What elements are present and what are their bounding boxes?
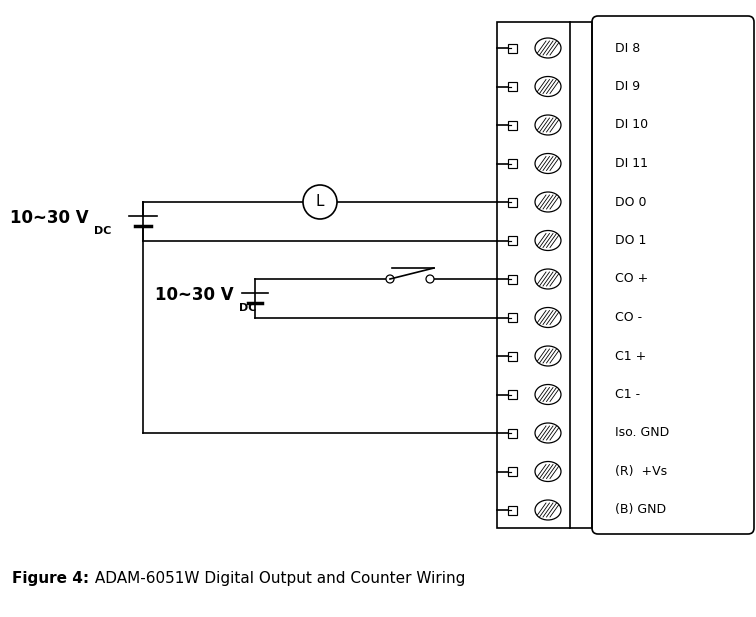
- Text: DI 9: DI 9: [615, 80, 640, 93]
- Ellipse shape: [535, 38, 561, 58]
- Text: 10~30 V: 10~30 V: [10, 209, 88, 227]
- Text: 10~30 V: 10~30 V: [155, 286, 234, 304]
- Ellipse shape: [535, 192, 561, 212]
- Ellipse shape: [535, 423, 561, 443]
- Ellipse shape: [535, 384, 561, 405]
- Text: DC: DC: [239, 303, 256, 313]
- Text: DI 8: DI 8: [615, 41, 640, 54]
- Ellipse shape: [535, 462, 561, 481]
- Text: DI 10: DI 10: [615, 118, 648, 131]
- Text: L: L: [316, 194, 324, 210]
- Ellipse shape: [535, 115, 561, 135]
- Circle shape: [303, 185, 337, 219]
- Text: (R)  +Vs: (R) +Vs: [615, 465, 667, 478]
- Text: CO +: CO +: [615, 273, 648, 286]
- Text: (B) GND: (B) GND: [615, 503, 666, 516]
- Ellipse shape: [535, 77, 561, 96]
- Text: ADAM-6051W Digital Output and Counter Wiring: ADAM-6051W Digital Output and Counter Wi…: [90, 571, 466, 586]
- Text: DO 0: DO 0: [615, 196, 646, 209]
- Ellipse shape: [535, 500, 561, 520]
- Ellipse shape: [535, 154, 561, 173]
- Text: C1 +: C1 +: [615, 349, 646, 363]
- Text: Iso. GND: Iso. GND: [615, 426, 669, 439]
- Text: DO 1: DO 1: [615, 234, 646, 247]
- Circle shape: [426, 275, 434, 283]
- Ellipse shape: [535, 269, 561, 289]
- Text: Figure 4:: Figure 4:: [12, 571, 89, 586]
- Ellipse shape: [535, 231, 561, 251]
- Text: C1 -: C1 -: [615, 388, 640, 401]
- Ellipse shape: [535, 346, 561, 366]
- Text: DI 11: DI 11: [615, 157, 648, 170]
- Circle shape: [386, 275, 394, 283]
- Ellipse shape: [535, 307, 561, 328]
- Text: CO -: CO -: [615, 311, 642, 324]
- Text: DC: DC: [94, 226, 111, 236]
